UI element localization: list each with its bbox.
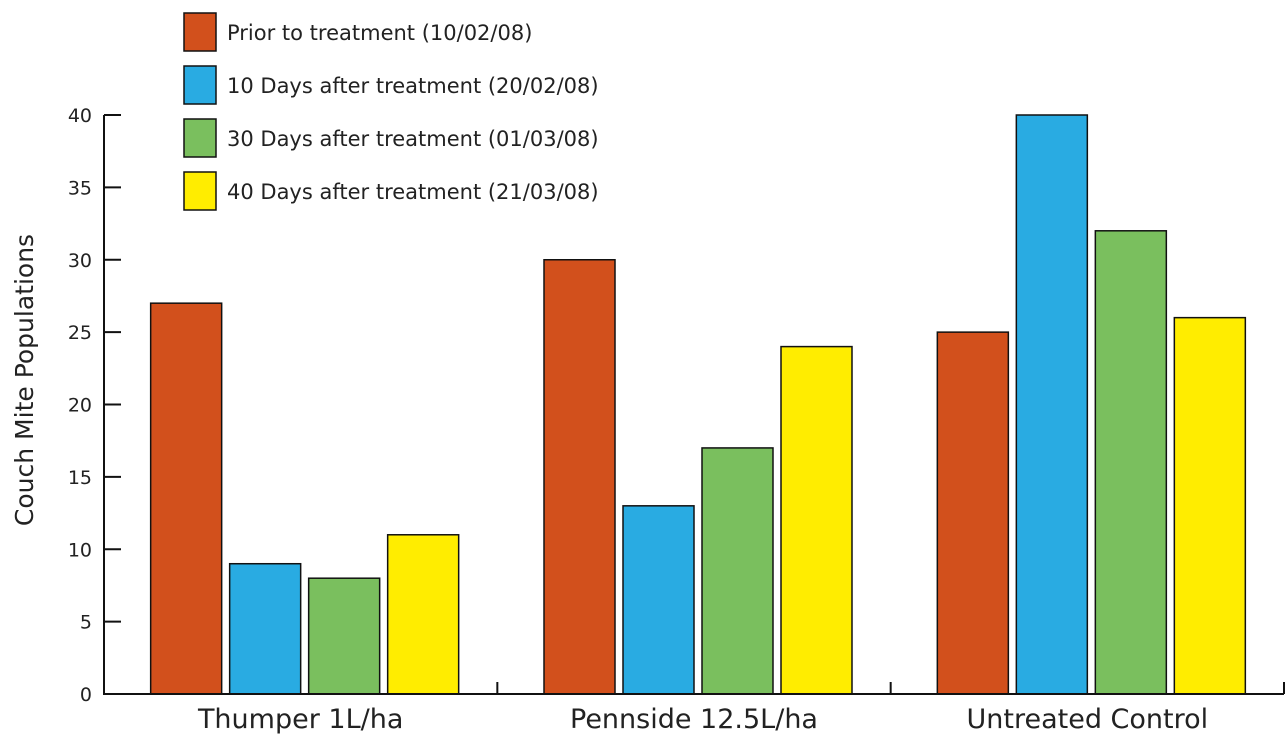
bar bbox=[1173, 316, 1247, 695]
legend-swatch bbox=[183, 65, 217, 105]
y-tick-label: 25 bbox=[68, 322, 92, 344]
legend-label: 10 Days after treatment (20/02/08) bbox=[227, 74, 599, 98]
legend-label: Prior to treatment (10/02/08) bbox=[227, 21, 532, 45]
legend-label: 40 Days after treatment (21/03/08) bbox=[227, 180, 599, 204]
axes-group: 0 5 10 15 20 25 30 35 40 Thumper 1L/ha Pennside 12… bbox=[68, 105, 1285, 735]
bar bbox=[149, 302, 223, 695]
x-category-label: Thumper 1L/ha bbox=[197, 704, 403, 735]
bar bbox=[701, 447, 774, 695]
legend-swatch bbox=[183, 118, 217, 158]
bar bbox=[1015, 114, 1089, 695]
legend-swatch bbox=[183, 12, 217, 52]
bars-group bbox=[149, 114, 1247, 695]
x-category-label: Untreated Control bbox=[967, 704, 1209, 735]
legend: Prior to treatment (10/02/08) 10 Days aft… bbox=[183, 12, 599, 211]
y-axis-title: Couch Mite Populations bbox=[10, 234, 39, 526]
y-tick-label: 20 bbox=[68, 395, 92, 417]
legend-swatch bbox=[183, 171, 217, 211]
y-tick-label: 40 bbox=[68, 105, 92, 127]
bar bbox=[543, 259, 616, 695]
y-tick-label: 15 bbox=[68, 467, 92, 489]
y-tick-label: 35 bbox=[68, 177, 92, 199]
bar bbox=[780, 345, 853, 695]
y-tick-label: 0 bbox=[80, 684, 92, 706]
bar bbox=[1094, 230, 1168, 695]
y-tick-label: 10 bbox=[68, 539, 92, 561]
y-tick-label: 5 bbox=[80, 612, 92, 634]
bar bbox=[228, 562, 302, 695]
bar bbox=[936, 331, 1010, 695]
x-category-label: Pennside 12.5L/ha bbox=[570, 704, 818, 735]
bar bbox=[386, 534, 460, 695]
legend-label: 30 Days after treatment (01/03/08) bbox=[227, 127, 599, 151]
y-tick-label: 30 bbox=[68, 250, 92, 272]
bar bbox=[622, 505, 695, 695]
bar bbox=[307, 577, 381, 695]
